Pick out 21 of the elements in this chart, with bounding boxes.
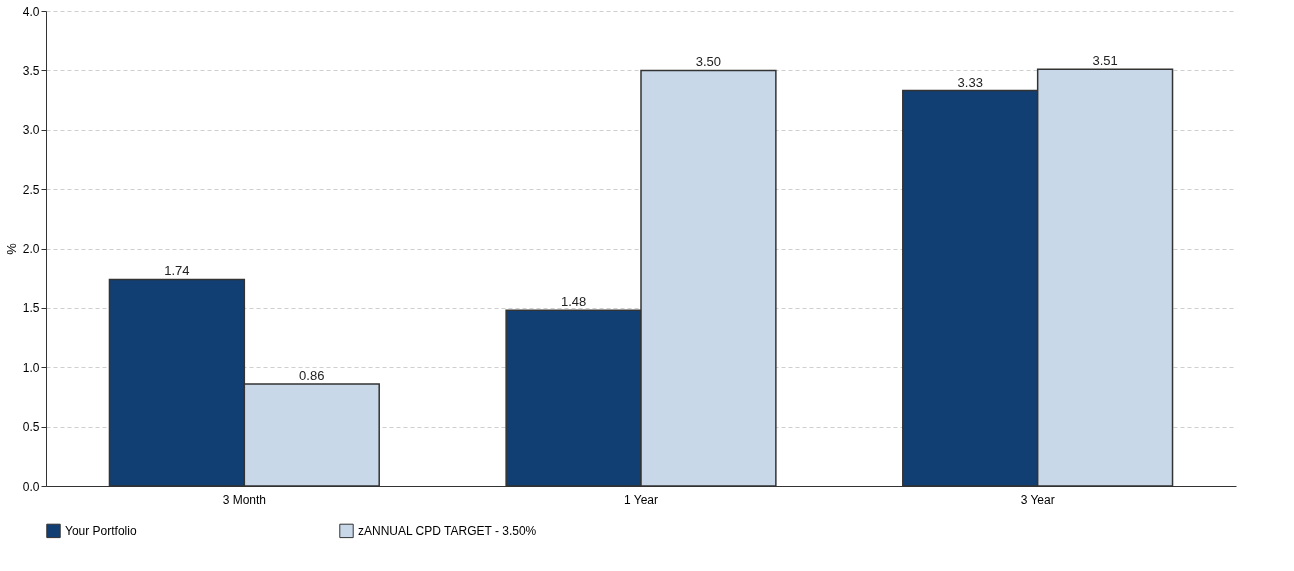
legend-label: Your Portfolio [65,523,137,538]
data-label: 1.48 [560,294,587,310]
x-tick-label: 3 Year [1020,492,1055,507]
y-tick-label: 0.5 [22,420,40,435]
data-label: 3.33 [957,74,983,90]
data-label: 0.86 [299,367,325,383]
x-tick-label: 3 Month [222,492,267,507]
x-tick-label: 1 Year [623,492,659,507]
data-label: 3.50 [695,54,722,70]
y-tick-label: 1.5 [22,301,40,316]
y-tick-label: 3.5 [22,63,40,78]
data-label: 3.51 [1092,53,1118,69]
data-label: 1.74 [164,263,190,279]
y-tick-label: 2.5 [22,182,40,197]
y-tick-label: 1.0 [22,360,40,375]
y-axis-title: % [3,242,19,255]
y-tick-label: 0.0 [22,479,40,494]
legend-label: zANNUAL CPD TARGET - 3.50% [358,523,537,538]
y-tick-label: 3.0 [22,123,40,138]
y-tick-label: 4.0 [22,4,40,19]
y-tick-label: 2.0 [22,242,40,256]
